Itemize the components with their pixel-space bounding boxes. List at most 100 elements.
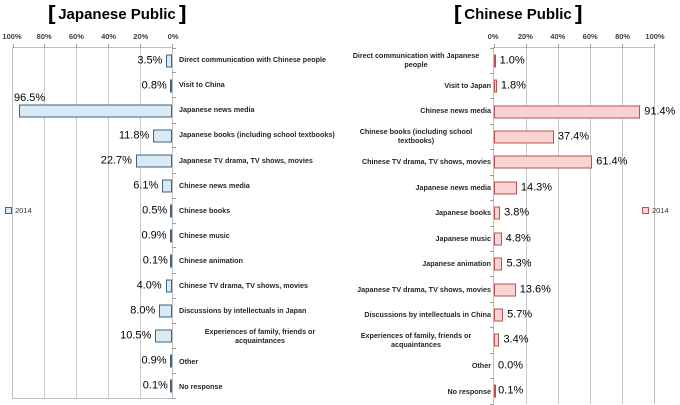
category-label-row: Chinese news media <box>341 98 491 124</box>
right-chart-x-axis-labels: 0% 20% 40% 60% 80% 100% <box>488 32 665 42</box>
value-label: 22.7% <box>100 154 132 166</box>
bar <box>166 54 172 67</box>
bar-row: 0.1% <box>13 248 172 273</box>
value-label: 61.4% <box>596 155 628 168</box>
category-axis-tick-mark <box>172 347 176 349</box>
category-label: No response <box>179 381 223 391</box>
bar <box>170 79 172 92</box>
x-axis-tick-mark <box>589 44 591 48</box>
right-legend-label: 2014 <box>652 206 669 215</box>
category-axis-tick-mark <box>172 97 176 99</box>
x-axis-tick-mark <box>76 44 78 48</box>
category-axis-tick-mark <box>490 250 494 252</box>
bar-row: 22.7% <box>13 148 172 173</box>
bar <box>153 129 172 142</box>
value-label: 3.5% <box>137 54 163 66</box>
category-label: Japanese TV drama, TV shows, movies <box>357 284 491 294</box>
value-label: 3.8% <box>504 206 530 219</box>
bar <box>155 329 172 342</box>
category-label-row: Discussions by intellectuals in China <box>341 302 491 328</box>
right-plot-area: 1.0% 1.8% 91.4% 37.4% 61.4% 14.3% 3.8% 4.8% 5.3%… <box>490 44 675 405</box>
category-label-row: Japanese news media <box>179 97 341 122</box>
category-label: Direct communication with Chinese people <box>179 55 326 65</box>
category-label: Chinese news media <box>179 180 250 190</box>
category-label: Chinese books (including school textbook… <box>359 127 473 146</box>
category-axis-tick-mark <box>490 225 494 227</box>
value-label: 11.8% <box>118 129 150 141</box>
value-label: 8.0% <box>130 304 156 316</box>
category-axis-tick-mark <box>172 47 176 49</box>
x-axis-tick-label: 80% <box>615 32 631 41</box>
bar <box>165 279 172 292</box>
category-label-row: Japanese news media <box>341 175 491 201</box>
category-label: No response <box>447 386 491 396</box>
bar-row: 0.1% <box>13 373 172 398</box>
category-label-row: Chinese news media <box>179 173 341 198</box>
category-label-row: Japanese music <box>341 226 491 252</box>
category-label-row: Chinese books (including school textbook… <box>341 124 491 150</box>
bar-row: 6.1% <box>13 173 172 198</box>
value-label: 37.4% <box>557 130 590 143</box>
bar-row: 0.9% <box>13 223 172 248</box>
category-axis-tick-mark <box>490 378 494 380</box>
category-axis-tick-mark <box>172 122 176 124</box>
left-chart-x-axis-labels: 100% 80% 60% 40% 20% 0% <box>2 32 178 42</box>
bar <box>494 232 502 246</box>
category-label: Discussions by intellectuals in Japan <box>179 306 307 316</box>
gridline <box>107 48 109 398</box>
category-label: Japanese TV drama, TV shows, movies <box>179 155 313 165</box>
x-axis-tick-mark <box>107 44 109 48</box>
category-label: Chinese animation <box>179 256 243 266</box>
bar-row: 8.0% <box>13 298 172 323</box>
value-label: 4.8% <box>505 232 531 245</box>
category-label-row: Japanese TV drama, TV shows, movies <box>179 148 341 173</box>
category-label: Japanese news media <box>179 105 255 115</box>
x-axis-tick-label: 100% <box>645 32 665 41</box>
right-chart-title: Chinese Public <box>455 5 581 24</box>
x-axis-tick-mark <box>44 44 46 48</box>
x-axis-tick-mark <box>525 44 527 48</box>
category-axis-tick-mark <box>172 147 176 149</box>
bar <box>494 308 504 322</box>
value-label: 0.5% <box>142 204 168 216</box>
bar <box>162 179 172 192</box>
bar-row: 5.3% <box>494 251 654 276</box>
bar-row: 37.4% <box>494 124 654 149</box>
value-label: 1.8% <box>500 79 526 92</box>
bar-row: 13.6% <box>494 277 654 302</box>
category-label-row: Chinese animation <box>179 248 341 273</box>
gridline <box>44 48 46 398</box>
bar <box>494 105 641 119</box>
value-label: 0.9% <box>141 229 167 241</box>
bar-row: 4.8% <box>494 226 654 251</box>
bar-row: 4.0% <box>13 273 172 298</box>
category-axis-tick-mark <box>490 149 494 151</box>
category-axis-tick-mark <box>172 172 176 174</box>
value-label: 91.4% <box>644 105 676 118</box>
bar <box>494 155 593 169</box>
legend-swatch-pink-icon <box>642 207 649 214</box>
category-label: Japanese music <box>435 233 491 243</box>
category-axis-tick-mark <box>490 327 494 329</box>
x-axis-tick-label: 20% <box>133 32 149 41</box>
category-label-row: Chinese TV drama, TV shows, movies <box>179 273 341 298</box>
gridline <box>76 48 78 398</box>
x-axis-tick-label: 40% <box>101 32 117 41</box>
category-label: Direct communication with Japanese peopl… <box>352 50 480 69</box>
category-label-row: No response <box>179 374 341 399</box>
value-label: 3.4% <box>503 333 529 346</box>
x-axis-tick-label: 60% <box>68 32 84 41</box>
right-legend: 2014 <box>642 206 669 215</box>
bar <box>494 283 516 296</box>
bar-row: 10.5% <box>13 323 172 348</box>
category-axis-tick-mark <box>490 174 494 176</box>
x-axis-tick-label: 0% <box>167 32 179 41</box>
category-label: Chinese TV drama, TV shows, movies <box>179 281 309 291</box>
gridline <box>525 48 527 404</box>
bar <box>494 257 503 271</box>
left-category-axis-labels: Direct communication with Chinese people… <box>179 47 341 399</box>
category-label-row: Experiences of family, friends or acquai… <box>179 324 341 349</box>
bar-row: 3.8% <box>494 201 654 226</box>
category-axis-tick-mark <box>490 98 494 100</box>
